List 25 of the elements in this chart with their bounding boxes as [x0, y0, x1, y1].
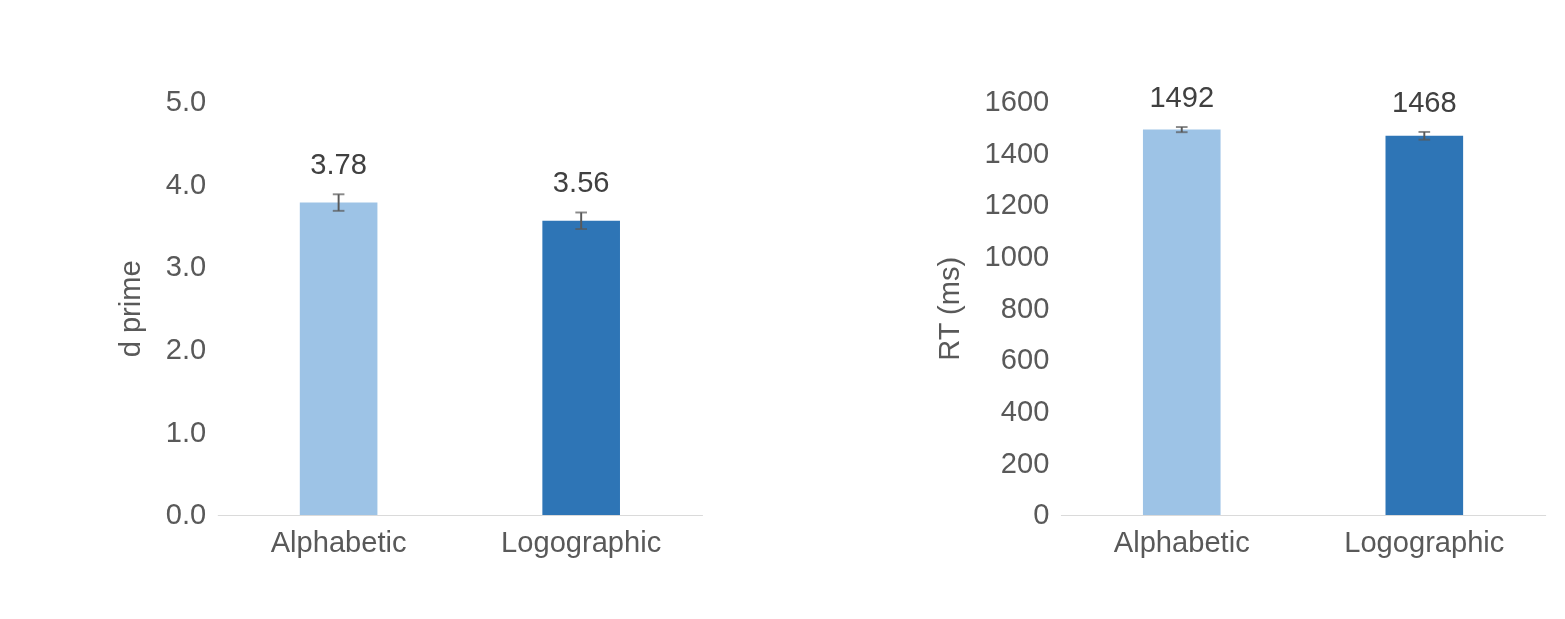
- y-tick-label: 0.0: [165, 498, 207, 531]
- y-tick-label: 5.0: [165, 84, 207, 117]
- y-tick-label: 600: [1000, 343, 1050, 376]
- y-tick-label: 800: [1000, 291, 1050, 324]
- y-tick-label: 200: [1000, 446, 1050, 479]
- y-tick-label: 1.0: [165, 415, 207, 448]
- y-tick-label: 1000: [984, 239, 1050, 272]
- y-tick-label: 1600: [984, 84, 1050, 117]
- data-label: 3.78: [310, 147, 367, 180]
- y-tick-label: 1200: [984, 188, 1050, 221]
- x-tick-label: Alphabetic: [1113, 526, 1250, 559]
- data-label: 1492: [1149, 80, 1215, 113]
- x-tick-label: Alphabetic: [270, 526, 407, 559]
- y-axis-title: d prime: [114, 260, 147, 358]
- data-label: 3.56: [552, 166, 610, 199]
- y-tick-label: 1400: [984, 136, 1050, 169]
- y-tick-label: 2.0: [165, 332, 207, 365]
- y-tick-label: 0: [1033, 498, 1050, 531]
- x-tick-label: Logographic: [501, 526, 662, 559]
- y-axis-title: RT (ms): [933, 256, 966, 361]
- x-tick-label: Logographic: [1344, 526, 1505, 559]
- y-tick-label: 3.0: [165, 250, 207, 283]
- y-tick-label: 400: [1000, 394, 1050, 427]
- y-tick-label: 4.0: [165, 167, 207, 200]
- data-label: 1468: [1391, 85, 1457, 118]
